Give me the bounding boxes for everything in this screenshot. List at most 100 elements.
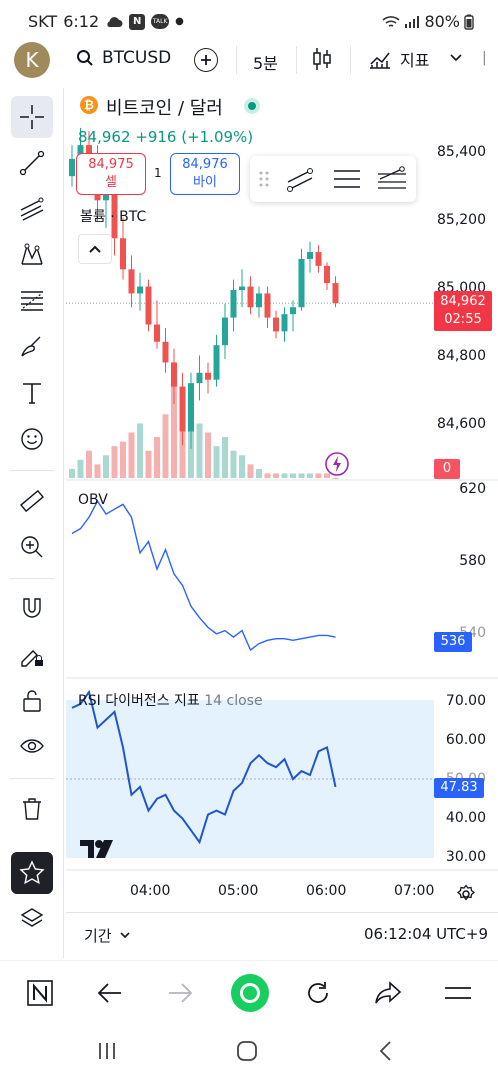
volume-bar bbox=[264, 473, 271, 478]
rsi-axis-label: 30.00 bbox=[445, 849, 486, 865]
lightning-icon[interactable] bbox=[324, 451, 350, 477]
naver-home-button[interactable] bbox=[22, 975, 58, 1011]
tool-divider bbox=[10, 470, 54, 471]
toolbar-overflow-icon[interactable]: | bbox=[482, 50, 487, 66]
pattern-tool[interactable] bbox=[11, 234, 53, 276]
chart-settings-button[interactable] bbox=[456, 884, 476, 908]
fibonacci-tool[interactable] bbox=[11, 280, 53, 322]
refresh-button[interactable] bbox=[300, 975, 336, 1011]
toolbar-divider bbox=[350, 46, 351, 74]
tool-divider bbox=[10, 578, 54, 579]
arrow-right-icon bbox=[169, 983, 193, 1003]
trend-line-icon bbox=[19, 150, 45, 176]
volume-bar bbox=[307, 473, 313, 478]
price-axis-label: 84,600 bbox=[437, 416, 486, 432]
rsi-params: 14 close bbox=[204, 693, 263, 709]
horizontal-lines-icon[interactable] bbox=[332, 166, 362, 192]
price-axis-label: 84,800 bbox=[437, 348, 486, 364]
volume-bar bbox=[247, 464, 254, 478]
share-button[interactable] bbox=[370, 975, 406, 1011]
hide-drawings-tool[interactable] bbox=[11, 726, 53, 768]
volume-value-tag: 0 bbox=[434, 459, 460, 479]
gear-icon bbox=[456, 884, 476, 901]
home-icon[interactable] bbox=[235, 1040, 259, 1062]
volume-bar bbox=[69, 468, 75, 478]
toolbar-divider bbox=[236, 46, 237, 74]
obv-line bbox=[71, 499, 336, 652]
compare-symbol-button[interactable] bbox=[194, 48, 218, 72]
battery-icon bbox=[464, 14, 474, 30]
interval-button[interactable]: 5분 bbox=[253, 54, 278, 73]
lock-all-tool[interactable] bbox=[11, 680, 53, 722]
candle-body bbox=[256, 293, 262, 308]
lock-drawing-tool[interactable] bbox=[11, 634, 53, 676]
current-price: 84,962 bbox=[440, 294, 486, 309]
candlestick-icon bbox=[313, 48, 331, 70]
candle-body bbox=[273, 317, 279, 332]
obv-axis-label: 580 bbox=[459, 553, 486, 569]
brush-tool[interactable] bbox=[11, 326, 53, 368]
volume-bar bbox=[171, 378, 177, 478]
candle-body bbox=[154, 324, 160, 342]
tool-divider bbox=[10, 778, 54, 779]
candle-body bbox=[264, 293, 271, 318]
remove-drawings-tool[interactable] bbox=[11, 788, 53, 830]
obv-value-tag: 536 bbox=[434, 632, 472, 652]
search-icon bbox=[77, 50, 93, 66]
object-tree-tool[interactable] bbox=[11, 898, 53, 940]
price-axis-label: 85,200 bbox=[437, 212, 486, 228]
date-range-bar: 기간 06:12:04 UTC+9 bbox=[66, 912, 498, 956]
indicators-label: 지표 bbox=[400, 51, 430, 70]
chart-canvas[interactable] bbox=[66, 88, 498, 908]
parallel-channel-icon[interactable] bbox=[286, 166, 314, 192]
candle-body bbox=[145, 286, 152, 325]
date-range-button[interactable]: 기간 bbox=[84, 925, 130, 946]
fib-channel-icon[interactable] bbox=[376, 166, 408, 192]
buy-button[interactable]: 84,976 바이 bbox=[170, 153, 240, 195]
zoom-tool[interactable] bbox=[11, 526, 53, 568]
floating-drawing-toolbar bbox=[250, 156, 416, 202]
text-tool[interactable] bbox=[11, 372, 53, 414]
crosshair-tool[interactable] bbox=[11, 96, 53, 138]
smiley-icon bbox=[21, 428, 43, 450]
buy-price: 84,976 bbox=[182, 157, 228, 172]
magnet-tool[interactable] bbox=[11, 588, 53, 630]
candle-body bbox=[213, 345, 220, 380]
chevron-down-icon[interactable] bbox=[450, 50, 462, 66]
candle-body bbox=[111, 193, 118, 239]
volume-bar bbox=[290, 473, 296, 478]
favorites-tool[interactable] bbox=[11, 852, 53, 894]
recent-apps-icon[interactable] bbox=[96, 1040, 118, 1062]
drag-handle-icon[interactable] bbox=[258, 170, 270, 188]
green-dot-button[interactable] bbox=[231, 974, 269, 1012]
share-icon bbox=[375, 981, 402, 1004]
chart-area[interactable]: ₿ 비트코인 / 달러 84,962 +916 (+1.09%) 84,975 … bbox=[66, 88, 498, 908]
emoji-tool[interactable] bbox=[11, 418, 53, 460]
indicators-button[interactable]: 지표 bbox=[368, 47, 429, 71]
menu-button[interactable] bbox=[440, 975, 476, 1011]
collapse-legend-button[interactable] bbox=[78, 234, 112, 264]
symbol-search-button[interactable]: BTCUSD bbox=[76, 48, 171, 68]
user-avatar[interactable]: K bbox=[14, 42, 50, 78]
star-icon bbox=[19, 860, 45, 885]
sell-label: 셀 bbox=[105, 175, 117, 190]
spread-value: 1 bbox=[154, 166, 162, 180]
back-button[interactable] bbox=[92, 975, 128, 1011]
candle-body bbox=[171, 362, 177, 387]
volume-label: 볼륨 · BTC bbox=[80, 209, 147, 225]
volume-bar bbox=[103, 455, 109, 478]
forward-button[interactable] bbox=[162, 975, 198, 1011]
trend-line-tool[interactable] bbox=[11, 142, 53, 184]
clock-label: 6:12 bbox=[63, 12, 100, 31]
chart-type-button[interactable] bbox=[312, 46, 332, 76]
time-axis-label: 07:00 bbox=[394, 883, 435, 899]
sell-button[interactable]: 84,975 셀 bbox=[76, 153, 146, 195]
carrier-label: SKT bbox=[28, 12, 58, 31]
candle-body bbox=[307, 252, 313, 259]
rsi-axis-label: 40.00 bbox=[445, 810, 486, 826]
timezone-clock[interactable]: 06:12:04 UTC+9 bbox=[364, 925, 488, 943]
back-nav-icon[interactable] bbox=[378, 1040, 394, 1062]
channel-tool[interactable] bbox=[11, 188, 53, 230]
candle-body bbox=[196, 372, 203, 384]
measure-tool[interactable] bbox=[11, 480, 53, 522]
